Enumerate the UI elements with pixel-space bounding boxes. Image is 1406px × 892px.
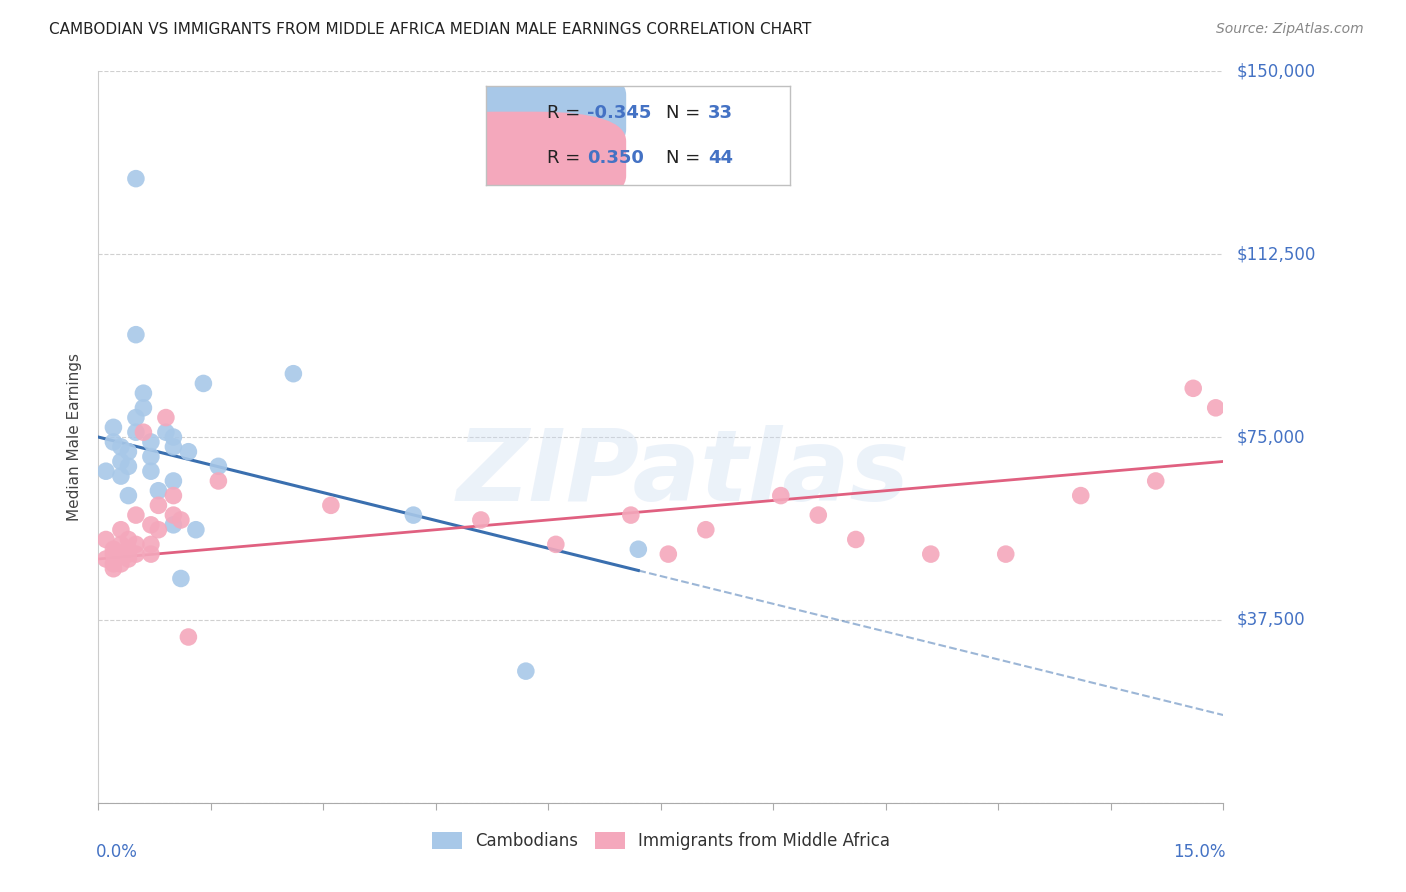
Point — [132, 401, 155, 415]
Point — [117, 547, 139, 561]
Text: $37,500: $37,500 — [1237, 611, 1306, 629]
Point — [845, 533, 868, 547]
Point — [125, 425, 148, 440]
Text: 0.0%: 0.0% — [96, 843, 138, 861]
Point — [515, 664, 537, 678]
Point — [402, 508, 425, 522]
Point — [920, 547, 942, 561]
Point — [110, 440, 132, 454]
Point — [657, 547, 679, 561]
Point — [117, 444, 139, 458]
Text: $112,500: $112,500 — [1237, 245, 1316, 263]
Point — [283, 367, 305, 381]
Point — [125, 410, 148, 425]
Y-axis label: Median Male Earnings: Median Male Earnings — [67, 353, 83, 521]
Point — [162, 508, 184, 522]
Point — [627, 542, 650, 557]
Point — [125, 508, 148, 522]
Point — [132, 425, 155, 440]
Point — [132, 386, 155, 401]
Point — [117, 552, 139, 566]
Point — [125, 537, 148, 551]
Point — [148, 499, 170, 513]
Text: $75,000: $75,000 — [1237, 428, 1306, 446]
Point — [695, 523, 717, 537]
Point — [994, 547, 1017, 561]
Point — [139, 434, 162, 449]
Point — [94, 552, 117, 566]
Text: CAMBODIAN VS IMMIGRANTS FROM MIDDLE AFRICA MEDIAN MALE EARNINGS CORRELATION CHAR: CAMBODIAN VS IMMIGRANTS FROM MIDDLE AFRI… — [49, 22, 811, 37]
Point — [117, 489, 139, 503]
Text: $150,000: $150,000 — [1237, 62, 1316, 80]
Point — [162, 430, 184, 444]
Point — [125, 547, 148, 561]
Point — [125, 171, 148, 186]
Point — [1144, 474, 1167, 488]
Point — [155, 425, 177, 440]
Point — [139, 464, 162, 478]
Point — [148, 523, 170, 537]
Text: ZIPatlas: ZIPatlas — [457, 425, 910, 522]
Point — [155, 410, 177, 425]
Point — [544, 537, 567, 551]
Point — [1182, 381, 1205, 395]
Point — [103, 420, 125, 434]
Legend: Cambodians, Immigrants from Middle Africa: Cambodians, Immigrants from Middle Afric… — [425, 825, 897, 856]
Point — [470, 513, 492, 527]
Point — [162, 489, 184, 503]
Point — [620, 508, 643, 522]
Point — [117, 542, 139, 557]
Point — [184, 523, 207, 537]
Text: Source: ZipAtlas.com: Source: ZipAtlas.com — [1216, 22, 1364, 37]
Point — [110, 537, 132, 551]
Point — [125, 327, 148, 342]
Point — [117, 533, 139, 547]
Point — [117, 459, 139, 474]
Point — [110, 469, 132, 483]
Point — [103, 557, 125, 571]
Point — [94, 464, 117, 478]
Text: 15.0%: 15.0% — [1173, 843, 1226, 861]
Point — [103, 542, 125, 557]
Point — [1205, 401, 1227, 415]
Point — [162, 474, 184, 488]
Point — [177, 630, 200, 644]
Point — [110, 547, 132, 561]
Point — [103, 562, 125, 576]
Point — [139, 547, 162, 561]
Point — [193, 376, 215, 391]
Point — [103, 547, 125, 561]
Point — [319, 499, 342, 513]
Point — [94, 533, 117, 547]
Point — [769, 489, 792, 503]
Point — [139, 450, 162, 464]
Point — [207, 474, 229, 488]
Point — [170, 513, 193, 527]
Point — [170, 572, 193, 586]
Point — [110, 454, 132, 468]
Point — [110, 523, 132, 537]
Point — [103, 434, 125, 449]
Point — [139, 517, 162, 532]
Point — [162, 440, 184, 454]
Point — [1070, 489, 1092, 503]
Point — [807, 508, 830, 522]
Point — [148, 483, 170, 498]
Point — [139, 537, 162, 551]
Point — [207, 459, 229, 474]
Point — [162, 517, 184, 532]
Point — [177, 444, 200, 458]
Point — [110, 557, 132, 571]
